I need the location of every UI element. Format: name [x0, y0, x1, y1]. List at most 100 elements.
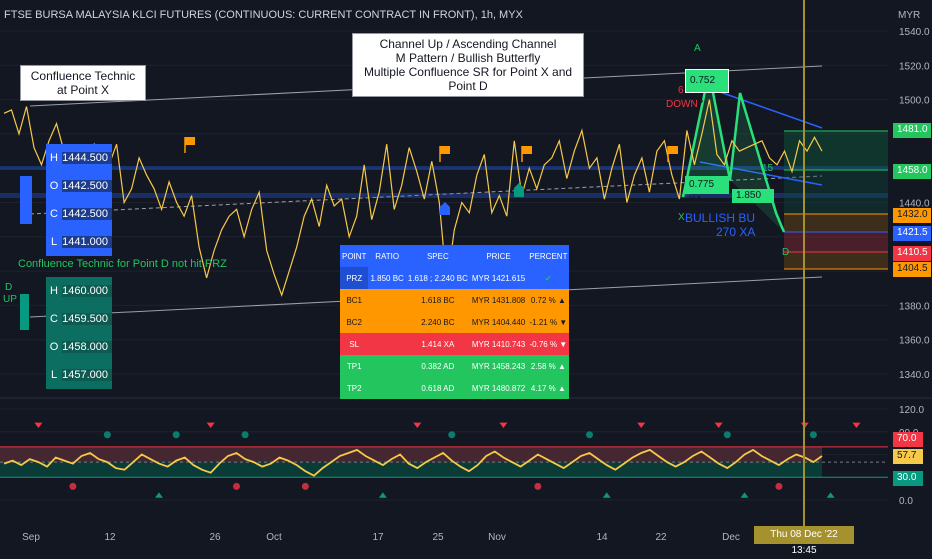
note-channel[interactable]: Channel Up / Ascending Channel M Pattern…	[352, 33, 584, 97]
table-cell: MYR 1458.243	[471, 361, 526, 371]
x-tick-label: 26	[209, 532, 221, 543]
bc-zone	[784, 252, 888, 269]
table-cell: MYR 1410.743	[471, 339, 526, 349]
ohlc-block-lower: H 1460.000 C 1459.500 O 1458.000 L 1457.000	[46, 277, 112, 389]
table-header: RATIO	[375, 251, 400, 261]
table-cell: MYR 1431.808	[471, 295, 526, 305]
table-cell: 1.414 XA	[421, 339, 455, 349]
ohlc-key: H	[50, 285, 58, 297]
buy-signal-marker	[740, 492, 749, 498]
ohlc-row: C 1459.500	[46, 305, 112, 333]
x-tick-label: 25	[432, 532, 444, 543]
note-line: Multiple Confluence SR for Point X and P…	[363, 65, 573, 93]
table-row: SL 1.414 XA MYR 1410.743 -0.76 % ▼	[340, 333, 570, 355]
table-row: TP2 0.618 AD MYR 1480.872 4.17 % ▲	[340, 377, 570, 399]
ohlc-value: 1459.500	[62, 313, 112, 325]
price-badge: 1432.0	[893, 208, 931, 223]
price-badge: 1481.0	[893, 123, 931, 138]
osc-dot	[172, 431, 180, 439]
osc-badge: 57.7	[893, 449, 923, 464]
ohlc-row: C 1442.500	[46, 200, 112, 228]
osc-dot	[586, 431, 594, 439]
table-row: PRZ 1.850 BC 1.618 ; 2.240 BC MYR 1421.615 ✓	[340, 267, 570, 289]
ohlc-row: O 1442.500	[46, 172, 112, 200]
flag-marker	[185, 137, 195, 145]
chart-title: FTSE BURSA MALAYSIA KLCI FUTURES (CONTIN…	[4, 9, 523, 21]
table-row: BC2 2.240 BC MYR 1404.440 -1.21 % ▼	[340, 311, 570, 333]
teal-bar-marker	[20, 294, 29, 330]
note-line: at Point X	[56, 83, 110, 97]
y-tick-label: 1540.0	[899, 27, 930, 38]
table-cell: 1.850 BC	[370, 273, 404, 283]
table-header: POINT	[342, 251, 367, 261]
y-tick-label: 1500.0	[899, 96, 930, 107]
table-cell: -0.76 % ▼	[529, 339, 568, 349]
ohlc-block-upper: H 1444.500 O 1442.500 C 1442.500 L 1441.000	[46, 144, 112, 256]
pattern-label-ab: 0.752 AB	[685, 69, 729, 106]
osc-dot	[809, 431, 817, 439]
ohlc-row: L 1457.000	[46, 361, 112, 389]
buy-signal-marker	[378, 492, 387, 498]
y-tick-label: 1520.0	[899, 61, 930, 72]
channel-lower-line	[29, 276, 823, 318]
up-arrow-marker	[514, 183, 524, 197]
note-confluence-x[interactable]: Confluence Technic at Point X	[20, 65, 146, 101]
currency-label: MYR	[898, 10, 921, 21]
pattern-fill	[683, 72, 730, 197]
x-tick-label: Nov	[488, 532, 506, 543]
ohlc-value: 1441.000	[62, 236, 112, 248]
table-row: BC1 1.618 BC MYR 1431.808 0.72 % ▲	[340, 289, 570, 311]
table-cell: 0.618 AD	[421, 383, 455, 393]
osc-badge: 70.0	[893, 432, 923, 447]
price-badge: 1404.5	[893, 262, 931, 277]
table-cell: MYR 1421.615	[471, 273, 526, 283]
sell-signal-marker	[714, 422, 723, 428]
table-cell: TP1	[346, 361, 362, 371]
table-cell: 2.240 BC	[421, 317, 455, 327]
tp-zone	[784, 131, 888, 170]
flag-marker	[440, 146, 450, 154]
up-arrow-marker	[440, 202, 450, 215]
ohlc-key: O	[49, 180, 59, 192]
note-confluence-d: Confluence Technic for Point D not hit P…	[18, 258, 227, 270]
pattern-label-down: DOWN	[666, 99, 698, 110]
buy-signal-marker	[154, 492, 163, 498]
osc-tick-label: 0.0	[899, 496, 913, 507]
ohlc-value: 1457.000	[62, 369, 112, 381]
table-cell	[368, 311, 405, 333]
x-tick-label: 12	[104, 532, 116, 543]
blue-bar-marker	[20, 176, 32, 224]
table-cell: 0.72 % ▲	[530, 295, 566, 305]
sell-signal-marker	[413, 422, 422, 428]
price-series-line	[3, 99, 823, 297]
ohlc-value: 1442.500	[62, 208, 112, 220]
table-cell: SL	[349, 339, 360, 349]
note-line: Channel Up / Ascending Channel	[379, 37, 557, 51]
y-tick-label: 1340.0	[899, 370, 930, 381]
pattern-label-d: D	[782, 247, 790, 258]
ohlc-key: C	[50, 208, 58, 220]
table-cell: TP2	[346, 383, 362, 393]
tp-zone	[784, 170, 888, 214]
table-cell: PRZ	[340, 267, 369, 289]
table-cell: 1.618 BC	[421, 295, 455, 305]
sell-signal-marker	[34, 422, 43, 428]
sell-signal-marker	[499, 422, 508, 428]
oscillator-line	[3, 448, 823, 477]
ohlc-value: 1442.500	[62, 180, 112, 192]
pattern-label-a: A	[694, 43, 701, 54]
bc-zone	[784, 214, 888, 232]
table-cell: 2.58 % ▲	[530, 361, 566, 371]
x-tick-label: Sep	[22, 532, 40, 543]
osc-tick-label: 120.0	[899, 405, 924, 416]
buy-signal-marker	[602, 492, 611, 498]
side-label-up: UP	[3, 294, 17, 305]
ohlc-value: 1458.000	[62, 341, 112, 353]
x-tick-label: 14	[596, 532, 608, 543]
ohlc-key: C	[50, 313, 58, 325]
ohlc-key: H	[50, 152, 58, 164]
pattern-label-xa270: 270 XA	[716, 225, 756, 239]
support-zone	[0, 193, 888, 198]
ohlc-row: H 1444.500	[46, 144, 112, 172]
table-header-row: POINT RATIO SPEC PRICE PERCENT	[340, 245, 570, 267]
